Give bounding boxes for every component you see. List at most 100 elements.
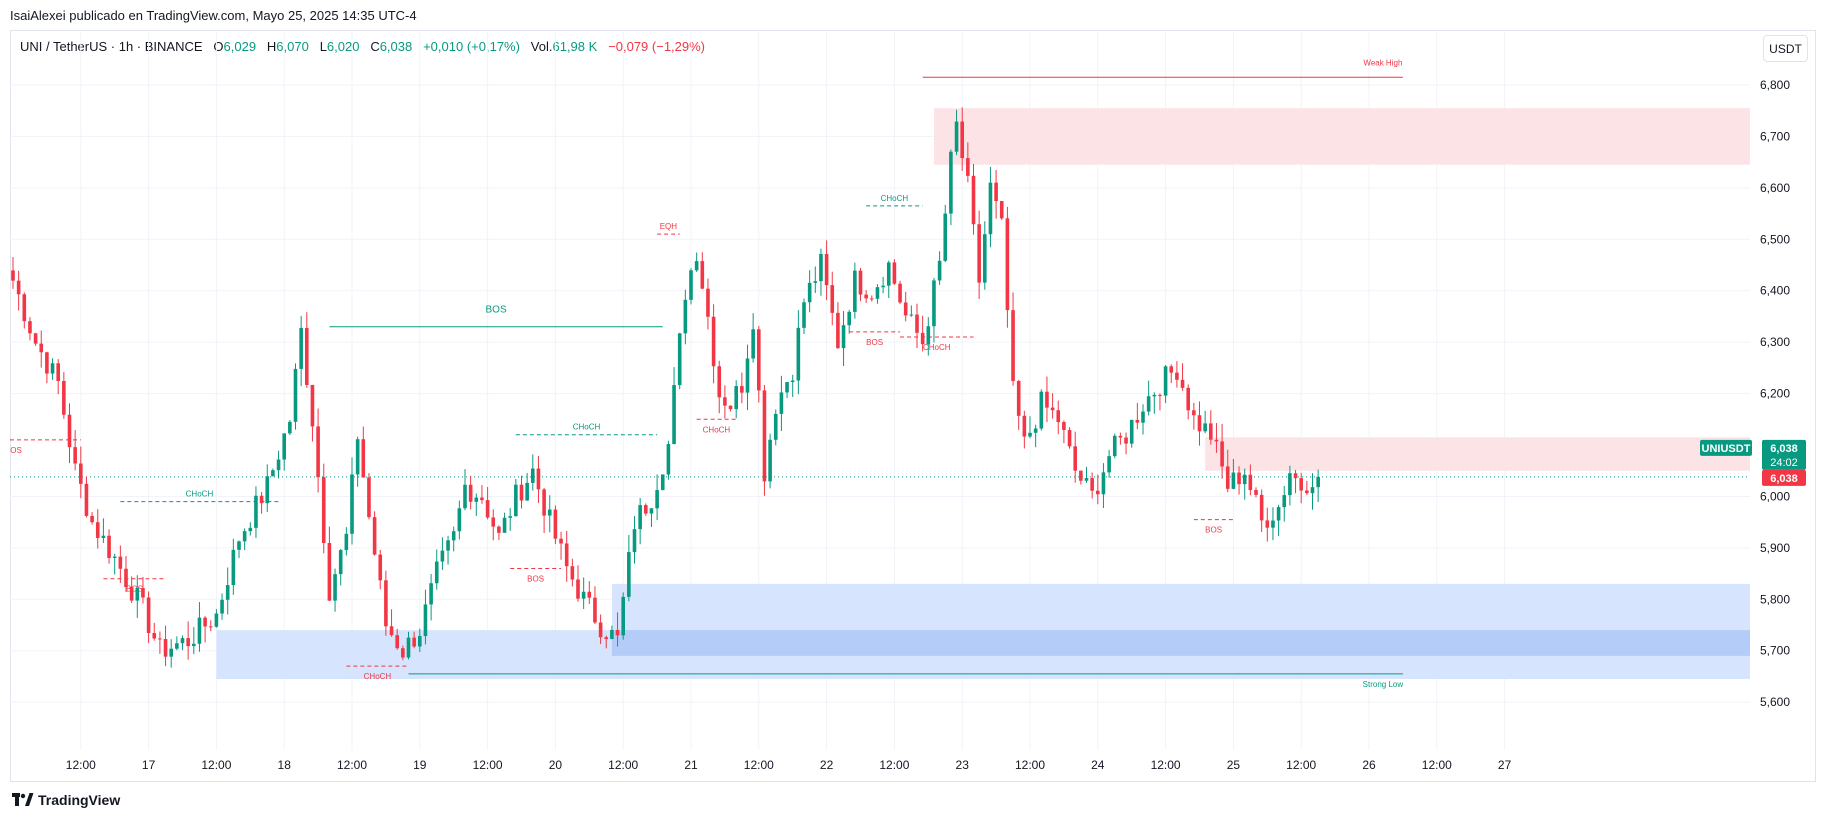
candle xyxy=(892,259,897,285)
candle-body xyxy=(1248,474,1253,490)
candle-body xyxy=(1084,478,1089,481)
time-axis-label: 21 xyxy=(684,758,698,772)
candle-body xyxy=(1016,380,1021,416)
candle-body xyxy=(321,477,326,543)
legend-low-value: 6,020 xyxy=(326,39,360,54)
candle-body xyxy=(101,535,106,538)
candle xyxy=(864,290,868,303)
candle xyxy=(898,280,902,305)
candle-body xyxy=(559,538,563,544)
candle-body xyxy=(717,366,722,398)
candle xyxy=(807,270,812,313)
candle-body xyxy=(587,591,592,598)
candle xyxy=(1039,389,1044,431)
candle xyxy=(355,436,360,487)
candle xyxy=(841,311,846,366)
candle-body xyxy=(152,633,157,639)
candle-body xyxy=(175,643,179,649)
candle-body xyxy=(474,497,479,502)
symbol-tag-text: UNIUSDT xyxy=(1702,443,1751,455)
candle-body xyxy=(790,380,795,383)
candle-body xyxy=(1175,372,1179,380)
tradingview-branding[interactable]: TradingView xyxy=(12,792,120,808)
candle-body xyxy=(299,327,303,369)
candle xyxy=(1288,465,1292,506)
candle xyxy=(711,304,716,384)
candle-body xyxy=(1096,490,1100,495)
candle-body xyxy=(666,444,671,475)
candle-body xyxy=(847,311,851,326)
candle xyxy=(531,454,535,491)
candle-body xyxy=(593,597,597,623)
candle-body xyxy=(740,386,744,393)
candle-body xyxy=(491,517,496,527)
candle xyxy=(158,631,162,654)
candle-body xyxy=(1192,410,1196,416)
candle xyxy=(1096,474,1100,505)
candle-body xyxy=(39,343,44,353)
candle-body xyxy=(1045,391,1049,408)
candle-body xyxy=(762,390,767,482)
candle xyxy=(757,326,761,403)
legend-symbol[interactable]: UNI / TetherUS · 1h · BINANCE xyxy=(20,39,203,54)
candle xyxy=(22,292,27,329)
candle xyxy=(451,526,456,552)
candle-body xyxy=(1180,379,1185,388)
weak-high-label: Weak High xyxy=(1363,58,1402,67)
candle xyxy=(593,586,597,625)
candle-body xyxy=(819,253,823,282)
candle-body xyxy=(293,368,298,422)
candle-body xyxy=(1293,473,1298,479)
candle xyxy=(740,372,744,404)
candle-body xyxy=(146,597,151,634)
legend-close-value: 6,038 xyxy=(379,39,413,54)
candle xyxy=(440,537,445,570)
candle-body xyxy=(621,596,625,636)
candle xyxy=(389,609,394,637)
candle xyxy=(101,518,106,543)
candle xyxy=(112,553,117,575)
candle xyxy=(463,469,467,511)
candle-body xyxy=(220,599,224,614)
candle xyxy=(1175,361,1179,388)
candle-body xyxy=(1028,432,1032,437)
candle-body xyxy=(700,261,705,289)
time-axis-label: 12:00 xyxy=(1422,758,1452,772)
candle-body xyxy=(1197,415,1202,432)
candle xyxy=(779,375,784,432)
candle-body xyxy=(288,421,292,434)
candle xyxy=(542,487,546,533)
currency-button[interactable]: USDT xyxy=(1763,35,1808,62)
candle xyxy=(819,248,823,296)
legend-open-value: 6,029 xyxy=(223,39,257,54)
candle xyxy=(615,612,620,647)
candle-body xyxy=(937,260,942,281)
candle xyxy=(1073,431,1077,483)
candle xyxy=(1163,365,1168,404)
candle xyxy=(514,478,518,517)
candle-body xyxy=(689,270,693,300)
candle xyxy=(745,344,750,411)
bos-label: BOS xyxy=(126,585,143,594)
candle-body xyxy=(180,638,185,644)
candle xyxy=(683,289,688,345)
candle-body xyxy=(423,604,428,637)
candle-body xyxy=(265,476,270,504)
candle-body xyxy=(1135,419,1140,423)
candle-body xyxy=(581,591,586,599)
time-axis-label: 20 xyxy=(549,758,563,772)
time-axis-label: 12:00 xyxy=(608,758,638,772)
candle xyxy=(971,164,976,235)
candle xyxy=(1265,507,1270,542)
candle xyxy=(655,474,659,521)
candle xyxy=(570,558,575,587)
candle xyxy=(384,570,388,636)
candle-body xyxy=(305,327,309,385)
candle xyxy=(203,616,207,643)
candle-body xyxy=(1169,366,1174,373)
candle-body xyxy=(1118,435,1123,438)
candle-body xyxy=(570,566,575,580)
candle xyxy=(107,529,111,564)
candle-body xyxy=(11,270,15,281)
